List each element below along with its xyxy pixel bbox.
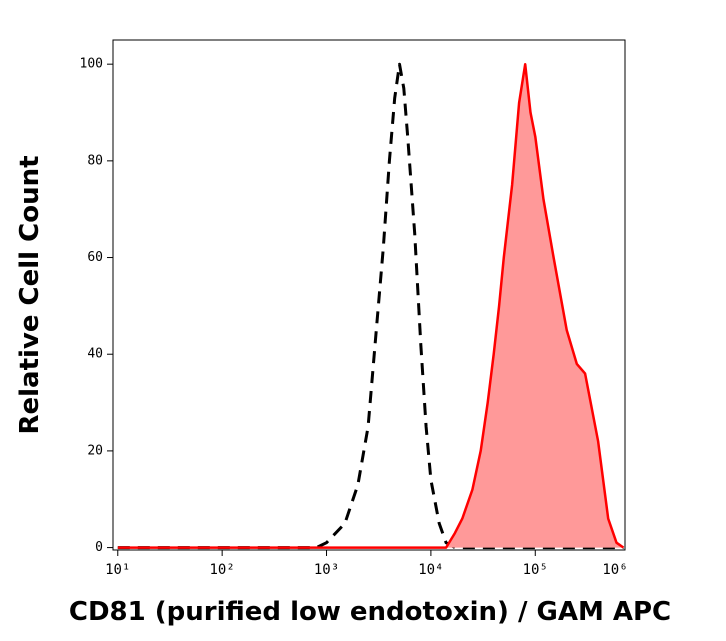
y-tick-label: 80 (87, 153, 103, 168)
line (117, 62, 624, 550)
y-tick-label: 40 (87, 347, 103, 362)
y-axis-title: Relative Cell Count (15, 155, 45, 434)
plot-frame (112, 39, 626, 551)
x-tick-label: 10¹ (105, 562, 130, 578)
y-tick-label: 0 (95, 540, 103, 555)
x-axis-title: CD81 (purified low endotoxin) / GAM APC (69, 597, 671, 627)
y-tick-label: 20 (87, 443, 103, 458)
y-tick-label: 60 (87, 250, 103, 265)
x-tick-label: 10⁶ (602, 562, 627, 578)
area (117, 64, 624, 548)
x-tick-label: 10³ (314, 562, 339, 578)
x-tick-label: 10⁵ (523, 562, 548, 578)
x-tick-label: 10² (210, 562, 235, 578)
x-tick-label: 10⁴ (418, 562, 443, 578)
y-tick-label: 100 (80, 57, 103, 72)
line (117, 62, 625, 549)
